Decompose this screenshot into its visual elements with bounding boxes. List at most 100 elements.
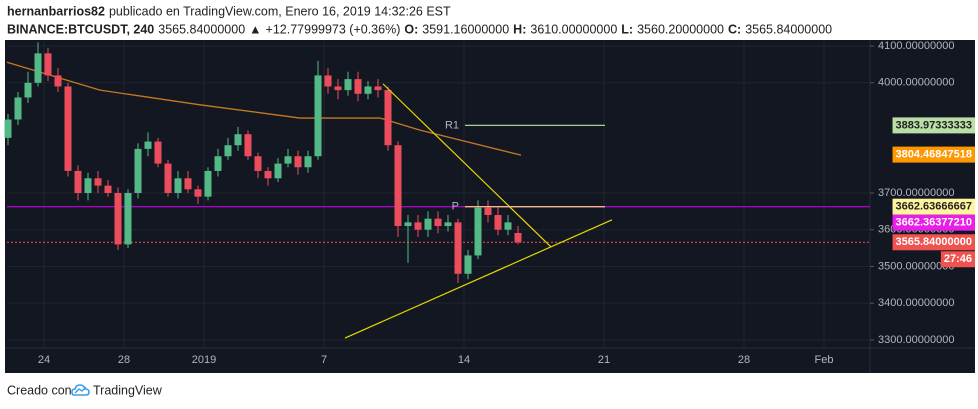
price-label-text: 3804.46847518 bbox=[896, 149, 972, 161]
candle-body bbox=[94, 178, 102, 186]
candle-body bbox=[434, 218, 442, 227]
price-label-text: 3662.63666667 bbox=[896, 201, 972, 213]
x-tick-label: 7 bbox=[321, 354, 327, 366]
footer-brand: TradingView bbox=[93, 383, 163, 397]
change-arrow: ▲ bbox=[249, 22, 261, 36]
pivot-label: P bbox=[452, 201, 459, 213]
candle-body bbox=[84, 178, 92, 193]
candle-body bbox=[444, 222, 452, 227]
candle-body bbox=[174, 178, 182, 193]
candle-body bbox=[424, 218, 432, 230]
candle-body bbox=[64, 86, 72, 171]
candle-body bbox=[204, 170, 212, 197]
candle-body bbox=[514, 232, 522, 243]
candle-body bbox=[364, 86, 372, 94]
candle-body bbox=[164, 163, 172, 193]
candle-body bbox=[244, 134, 252, 157]
ohlc-key: C: bbox=[728, 22, 741, 36]
price-label-text: 27:46 bbox=[944, 253, 972, 265]
ohlc-value: 3610.00000000 bbox=[530, 22, 617, 36]
candle-body bbox=[144, 141, 152, 149]
trendline bbox=[344, 219, 613, 339]
candle-body bbox=[464, 255, 472, 274]
candle-body bbox=[184, 178, 192, 190]
candle-body bbox=[354, 79, 362, 94]
candle-body bbox=[374, 86, 382, 91]
ohlc-value: 3565.84000000 bbox=[745, 22, 832, 36]
x-tick-label: 28 bbox=[118, 354, 130, 366]
tradingview-logo bbox=[71, 384, 90, 396]
candle-body bbox=[54, 75, 62, 87]
candle-body bbox=[34, 53, 42, 83]
price-label-text: 3565.84000000 bbox=[896, 236, 972, 248]
footer-text: Creado con bbox=[7, 383, 72, 397]
y-tick-label: 3500.00000000 bbox=[878, 260, 954, 272]
candle-body bbox=[264, 170, 272, 179]
author: hernanbarrios82 bbox=[7, 4, 105, 18]
candle-body bbox=[394, 145, 402, 227]
y-tick-label: 3700.00000000 bbox=[878, 187, 954, 199]
y-tick-label: 4100.00000000 bbox=[878, 40, 954, 52]
candle-body bbox=[24, 82, 32, 98]
trendline bbox=[382, 83, 552, 248]
pivot-label: R1 bbox=[445, 119, 459, 131]
candle-body bbox=[454, 222, 462, 274]
price-label bbox=[940, 251, 975, 268]
price-label bbox=[892, 117, 975, 134]
candle-body bbox=[74, 170, 82, 193]
logo-icon bbox=[71, 384, 90, 396]
candle-body bbox=[44, 53, 52, 76]
candle-body bbox=[414, 222, 422, 230]
x-tick-label: 2019 bbox=[192, 354, 216, 366]
candle-body bbox=[154, 141, 162, 164]
y-tick-label: 3300.00000000 bbox=[878, 334, 954, 346]
candle-body bbox=[334, 86, 342, 91]
ohlc-key: O: bbox=[404, 22, 418, 36]
price-label-text: 3662.36377210 bbox=[896, 217, 972, 229]
candle-body bbox=[254, 156, 262, 171]
candle-body bbox=[304, 156, 312, 168]
candle-body bbox=[114, 192, 122, 245]
price-label-text: 3883.97333333 bbox=[896, 119, 972, 131]
price-label bbox=[892, 234, 975, 251]
moving-average bbox=[6, 61, 522, 156]
candle-body bbox=[404, 222, 412, 227]
candle-body bbox=[224, 145, 232, 157]
ohlc-key: L: bbox=[621, 22, 633, 36]
candle-body bbox=[134, 148, 142, 193]
candle-body bbox=[14, 97, 22, 120]
candle-body bbox=[294, 156, 302, 168]
symbol: BINANCE:BTCUSDT, 240 bbox=[7, 22, 154, 36]
candle-body bbox=[484, 207, 492, 216]
candle-body bbox=[384, 90, 392, 146]
candle-body bbox=[314, 75, 322, 157]
x-tick-label: 24 bbox=[38, 354, 50, 366]
y-tick-label: 3400.00000000 bbox=[878, 297, 954, 309]
publish-info: publicado en TradingView.com, Enero 16, … bbox=[109, 4, 451, 18]
candle-body bbox=[124, 192, 132, 245]
logo-line bbox=[74, 386, 87, 394]
candle-body bbox=[104, 185, 112, 193]
candle-body bbox=[4, 119, 12, 138]
candle-body bbox=[214, 156, 222, 171]
candle-body bbox=[474, 207, 482, 256]
price-label bbox=[892, 214, 975, 231]
candle-body bbox=[494, 215, 502, 230]
ohlc-key: H: bbox=[513, 22, 526, 36]
candle-body bbox=[234, 134, 242, 146]
price-label bbox=[892, 198, 975, 215]
y-tick-label: 4000.00000000 bbox=[878, 77, 954, 89]
x-tick-label: Feb bbox=[815, 354, 834, 366]
candle-body bbox=[194, 189, 202, 197]
x-tick-label: 14 bbox=[458, 354, 470, 366]
change: +12.77999973 (+0.36%) bbox=[266, 22, 401, 36]
candle-body bbox=[504, 222, 512, 230]
candle-body bbox=[324, 75, 332, 87]
x-tick-label: 21 bbox=[598, 354, 610, 366]
candle-body bbox=[284, 156, 292, 164]
price-label bbox=[892, 146, 975, 163]
ohlc-value: 3560.20000000 bbox=[637, 22, 724, 36]
candle-body bbox=[274, 163, 282, 179]
